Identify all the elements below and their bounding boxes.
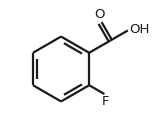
Text: OH: OH xyxy=(129,23,149,36)
Text: O: O xyxy=(94,8,104,21)
Text: F: F xyxy=(102,95,109,108)
